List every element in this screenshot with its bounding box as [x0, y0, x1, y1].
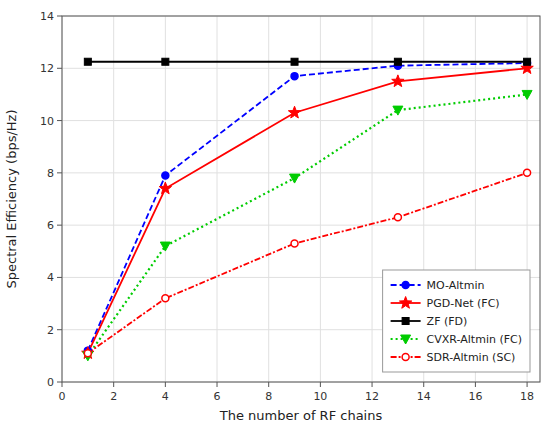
series-line [88, 94, 527, 355]
y-tick [57, 277, 62, 278]
legend-label: CVXR-Altmin (FC) [427, 333, 522, 346]
data-point [288, 106, 300, 118]
x-grid-line [165, 16, 166, 382]
y-tick-label: 0 [47, 376, 54, 389]
x-tick-label: 4 [162, 390, 169, 403]
y-tick-label: 14 [40, 10, 54, 23]
y-tick-label: 8 [47, 167, 54, 180]
y-tick-label: 10 [40, 115, 54, 128]
x-tick-label: 0 [59, 390, 66, 403]
y-tick [57, 68, 62, 69]
x-tick-label: 10 [313, 390, 327, 403]
y-tick-label: 4 [47, 271, 54, 284]
legend-marker [402, 282, 409, 289]
y-grid-line [62, 172, 540, 173]
x-tick [527, 382, 528, 387]
y-tick-label: 2 [47, 324, 54, 337]
y-tick [57, 172, 62, 173]
data-layer [82, 58, 534, 361]
chart: 0 2 4 6 8 10 12 14 16 18 0 2 4 6 8 10 12 14 The number of … [0, 0, 556, 430]
grid [62, 16, 540, 382]
data-point [162, 58, 169, 65]
y-tick-label: 12 [40, 62, 54, 75]
data-point [522, 90, 532, 99]
series-line [88, 61, 527, 63]
x-tick [268, 382, 269, 387]
data-point [160, 242, 170, 251]
legend-marker [402, 318, 409, 325]
legend-label: MO-Altmin [427, 279, 485, 292]
y-grid-line [62, 68, 540, 69]
x-tick-label: 6 [214, 390, 221, 403]
x-tick [320, 382, 321, 387]
x-tick [165, 382, 166, 387]
legend-label: SDR-Altmin (SC) [427, 351, 516, 364]
data-point [524, 169, 531, 176]
data-point [291, 73, 298, 80]
x-tick-label: 18 [520, 390, 534, 403]
data-point [524, 58, 531, 65]
x-grid-line [113, 16, 114, 382]
x-tick [113, 382, 114, 387]
y-tick [57, 16, 62, 17]
y-axis-label: Spectral Efficiency (bps/Hz) [4, 110, 19, 289]
x-axis-label: The number of RF chains [219, 408, 383, 423]
x-tick-label: 14 [417, 390, 431, 403]
x-tick-label: 8 [265, 390, 272, 403]
data-point [290, 174, 300, 183]
x-grid-line [217, 16, 218, 382]
legend-label: PGD-Net (FC) [427, 297, 500, 310]
x-grid-line [320, 16, 321, 382]
x-grid-line [268, 16, 269, 382]
x-tick-label: 2 [110, 390, 117, 403]
legend-marker [399, 297, 411, 309]
x-tick [372, 382, 373, 387]
y-tick [57, 329, 62, 330]
y-grid-line [62, 225, 540, 226]
y-tick [57, 120, 62, 121]
x-grid-line [372, 16, 373, 382]
data-point [159, 182, 171, 194]
series-line [88, 173, 527, 353]
data-point [162, 295, 169, 302]
data-point [393, 106, 403, 115]
x-tick [423, 382, 424, 387]
data-point [291, 58, 298, 65]
plot-background [62, 16, 540, 382]
x-tick-label: 16 [468, 390, 482, 403]
data-point [392, 75, 404, 87]
legend-box [383, 270, 530, 372]
x-tick [62, 382, 63, 387]
data-point [394, 214, 401, 221]
data-point [394, 58, 401, 65]
x-tick [217, 382, 218, 387]
legend-marker [402, 354, 409, 361]
legend: MO-Altmin PGD-Net (FC) ZF (FD) CVXR-Altmin … [383, 270, 530, 372]
data-point [84, 58, 91, 65]
x-tick-label: 12 [365, 390, 379, 403]
y-tick [57, 225, 62, 226]
legend-marker [401, 335, 411, 344]
data-point [162, 172, 169, 179]
y-tick-label: 6 [47, 219, 54, 232]
y-tick [57, 382, 62, 383]
y-grid-line [62, 120, 540, 121]
x-tick [475, 382, 476, 387]
data-point [291, 240, 298, 247]
plot-frame [62, 16, 540, 382]
legend-label: ZF (FD) [427, 315, 468, 328]
data-point [84, 350, 91, 357]
